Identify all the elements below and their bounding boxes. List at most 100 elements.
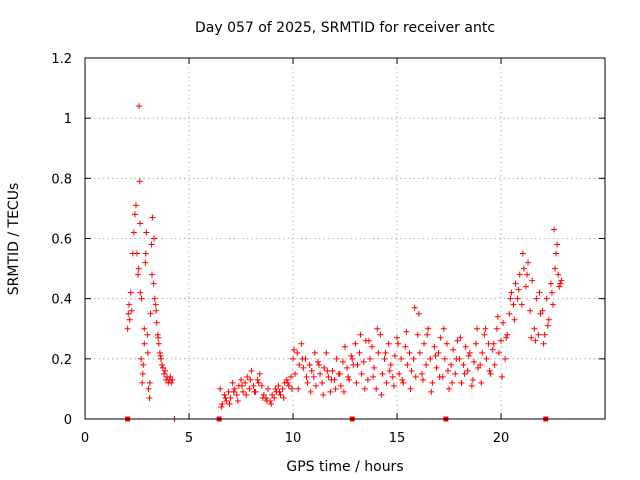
data-point — [277, 391, 284, 398]
data-point — [398, 355, 405, 362]
data-point — [556, 283, 563, 290]
data-point — [130, 229, 137, 236]
data-point — [333, 355, 340, 362]
data-point — [299, 355, 306, 362]
data-point — [357, 331, 364, 338]
data-point — [314, 358, 321, 365]
data-point — [346, 376, 353, 383]
data-point — [547, 280, 554, 287]
data-point — [317, 370, 324, 377]
data-point — [460, 361, 467, 368]
data-point — [441, 355, 448, 362]
data-point — [227, 394, 234, 401]
data-point — [147, 310, 154, 317]
x-tick-label: 20 — [493, 431, 510, 446]
data-point — [348, 352, 355, 359]
data-point — [493, 325, 500, 332]
data-point — [294, 349, 301, 356]
chart-title: Day 057 of 2025, SRMTID for receiver ant… — [195, 20, 495, 36]
data-point — [217, 385, 224, 392]
data-point — [239, 382, 246, 389]
data-point — [312, 382, 319, 389]
data-point — [423, 361, 430, 368]
data-point — [296, 361, 303, 368]
data-point — [142, 250, 149, 257]
data-point — [337, 382, 344, 389]
data-point — [329, 367, 336, 374]
data-point — [361, 385, 368, 392]
data-point — [406, 349, 413, 356]
data-point — [498, 337, 504, 344]
data-point — [536, 289, 543, 296]
x-tick-label: 0 — [81, 431, 89, 446]
data-point — [387, 361, 394, 368]
data-point — [271, 394, 278, 401]
data-point — [552, 265, 559, 272]
data-point — [134, 250, 140, 257]
data-point — [510, 301, 517, 308]
data-point — [437, 334, 444, 341]
data-point — [304, 379, 311, 386]
data-point — [535, 331, 542, 338]
data-point — [466, 349, 473, 356]
data-point — [354, 361, 361, 368]
data-point — [462, 343, 469, 350]
data-point — [242, 379, 249, 386]
data-point — [525, 259, 532, 266]
data-point — [519, 250, 526, 257]
data-point — [265, 385, 272, 392]
data-point — [238, 376, 244, 383]
data-point — [378, 391, 385, 398]
data-point — [244, 373, 251, 380]
data-point — [358, 370, 365, 377]
data-point — [396, 370, 403, 377]
data-point — [486, 367, 493, 374]
data-point — [558, 277, 565, 284]
data-point — [464, 367, 471, 374]
data-point — [506, 310, 513, 317]
data-point — [425, 325, 432, 332]
data-point — [379, 370, 386, 377]
data-point — [288, 385, 295, 392]
data-point — [250, 382, 257, 389]
data-point — [285, 382, 292, 389]
data-point — [429, 379, 436, 386]
data-point — [141, 325, 148, 332]
data-point — [364, 376, 371, 383]
data-point — [436, 373, 443, 380]
data-point — [345, 373, 352, 380]
data-point — [391, 352, 398, 359]
data-point — [440, 325, 447, 332]
data-point — [300, 364, 307, 371]
data-point — [524, 271, 530, 278]
data-point — [255, 379, 262, 386]
data-point — [554, 241, 561, 248]
data-point — [306, 361, 313, 368]
tick-labels: 0 5 10 15 20 0 0.2 0.4 0.6 0.8 1 1.2 — [51, 52, 509, 446]
data-point — [449, 379, 456, 386]
data-point — [414, 331, 421, 338]
data-point — [240, 388, 247, 395]
data-point — [465, 352, 472, 359]
data-point — [489, 346, 496, 353]
data-point — [435, 349, 442, 356]
data-point — [153, 307, 160, 314]
data-point — [504, 331, 511, 338]
y-tick-label: 0 — [64, 413, 72, 428]
data-point — [390, 382, 397, 389]
data-point — [222, 394, 229, 401]
y-axis-label: SRMTID / TECUs — [6, 183, 22, 296]
data-point — [230, 388, 237, 395]
data-point — [418, 370, 425, 377]
data-point — [400, 379, 407, 386]
data-point — [246, 385, 253, 392]
y-tick-label: 0.6 — [51, 233, 72, 248]
data-point — [377, 331, 384, 338]
data-point — [344, 364, 351, 371]
data-point — [137, 289, 144, 296]
data-point — [276, 388, 283, 395]
data-point — [234, 397, 241, 404]
data-point — [292, 370, 299, 377]
data-point — [155, 334, 162, 341]
y-tick-label: 0.8 — [51, 172, 72, 187]
